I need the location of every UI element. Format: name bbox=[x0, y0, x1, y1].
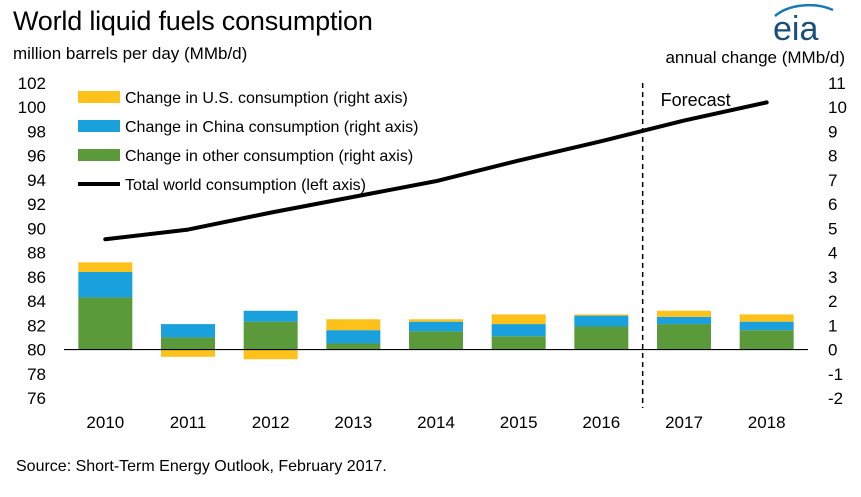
bar-segment bbox=[409, 321, 463, 332]
chart-title: World liquid fuels consumption bbox=[13, 6, 373, 36]
bar-segment bbox=[161, 337, 215, 350]
right-tick-label: 9 bbox=[828, 122, 837, 141]
bar-segment bbox=[739, 314, 794, 322]
bar-segment bbox=[409, 331, 463, 350]
right-tick-label: 8 bbox=[828, 147, 837, 166]
bar-segment bbox=[326, 330, 381, 344]
bar-segment bbox=[491, 324, 546, 337]
bar-segment bbox=[243, 310, 298, 322]
left-tick-label: 98 bbox=[27, 122, 46, 141]
left-tick-label: 84 bbox=[27, 292, 46, 311]
x-tick-label: 2012 bbox=[252, 413, 290, 432]
bar-segment bbox=[491, 336, 546, 350]
bar-segment bbox=[161, 349, 215, 357]
left-tick-label: 96 bbox=[27, 147, 46, 166]
total-consumption-line bbox=[103, 100, 769, 242]
bar-segment bbox=[243, 321, 298, 350]
left-axis-ticks: 76 78 80 82 84 86 88 90 92 94 96 98 100 102 bbox=[18, 74, 46, 408]
left-tick-label: 102 bbox=[18, 74, 46, 93]
bar-segment bbox=[78, 262, 133, 272]
left-tick-label: 94 bbox=[27, 171, 46, 190]
right-tick-label: -2 bbox=[828, 389, 843, 408]
x-tick-label: 2017 bbox=[665, 413, 703, 432]
bar-segment bbox=[657, 310, 711, 317]
left-tick-label: 82 bbox=[27, 316, 46, 335]
legend-swatch bbox=[78, 149, 120, 161]
left-axis-unit: million barrels per day (MMb/d) bbox=[13, 44, 248, 63]
bar-segment bbox=[491, 314, 546, 325]
legend-label: Change in China consumption (right axis) bbox=[125, 119, 418, 136]
legend-swatch bbox=[78, 91, 120, 103]
left-tick-label: 78 bbox=[27, 365, 46, 384]
legend-label: Change in U.S. consumption (right axis) bbox=[125, 90, 408, 107]
bar-segment bbox=[161, 324, 215, 338]
logo-text: eia bbox=[773, 10, 818, 46]
right-tick-label: 11 bbox=[828, 74, 846, 93]
legend: Change in U.S. consumption (right axis) C… bbox=[78, 90, 418, 194]
legend-label: Change in other consumption (right axis) bbox=[125, 148, 413, 165]
left-tick-label: 90 bbox=[27, 219, 46, 238]
bar-segment bbox=[326, 319, 381, 331]
bar-segment bbox=[78, 272, 133, 298]
right-tick-label: 2 bbox=[828, 292, 837, 311]
x-tick-label: 2010 bbox=[86, 413, 124, 432]
left-tick-label: 80 bbox=[27, 341, 46, 360]
bar-segment bbox=[326, 343, 381, 350]
right-axis-unit: annual change (MMb/d) bbox=[665, 48, 845, 67]
x-tick-label: 2013 bbox=[334, 413, 372, 432]
bar-segment bbox=[574, 314, 629, 316]
bar-segment bbox=[574, 315, 629, 327]
left-tick-label: 100 bbox=[18, 98, 46, 117]
left-tick-label: 92 bbox=[27, 195, 46, 214]
bars bbox=[78, 262, 794, 360]
right-tick-label: -1 bbox=[828, 365, 843, 384]
x-tick-label: 2014 bbox=[417, 413, 455, 432]
right-tick-label: 3 bbox=[828, 268, 837, 287]
bar-segment bbox=[78, 297, 133, 350]
bar-segment bbox=[739, 330, 794, 350]
bar-segment bbox=[657, 316, 711, 325]
right-tick-label: 1 bbox=[828, 316, 837, 335]
left-tick-label: 76 bbox=[27, 389, 46, 408]
right-tick-label: 0 bbox=[828, 341, 837, 360]
left-tick-label: 86 bbox=[27, 268, 46, 287]
logo-swoosh-icon bbox=[774, 4, 834, 17]
source-note: Source: Short-Term Energy Outlook, Febru… bbox=[16, 458, 387, 475]
bar-segment bbox=[657, 324, 711, 350]
left-tick-label: 88 bbox=[27, 244, 46, 263]
right-tick-label: 10 bbox=[828, 98, 847, 117]
x-axis-ticks: 2010 2011 2012 2013 2014 2015 2016 2017 2018 bbox=[86, 413, 785, 432]
bar-segment bbox=[574, 326, 629, 350]
right-axis-ticks: -2 -1 0 1 2 3 4 5 6 7 8 9 10 11 bbox=[828, 74, 847, 408]
right-tick-label: 7 bbox=[828, 171, 837, 190]
right-tick-label: 4 bbox=[828, 244, 837, 263]
forecast-label: Forecast bbox=[661, 90, 731, 110]
right-tick-label: 5 bbox=[828, 219, 837, 238]
x-tick-label: 2011 bbox=[170, 413, 207, 432]
eia-logo: eia bbox=[773, 4, 834, 46]
legend-label: Total world consumption (left axis) bbox=[125, 177, 366, 194]
legend-swatch bbox=[78, 120, 120, 132]
x-tick-label: 2018 bbox=[748, 413, 786, 432]
bar-segment bbox=[243, 349, 298, 360]
x-tick-label: 2016 bbox=[582, 413, 620, 432]
x-tick-label: 2015 bbox=[500, 413, 538, 432]
bar-segment bbox=[409, 319, 463, 322]
bar-segment bbox=[739, 321, 794, 331]
right-tick-label: 6 bbox=[828, 195, 837, 214]
